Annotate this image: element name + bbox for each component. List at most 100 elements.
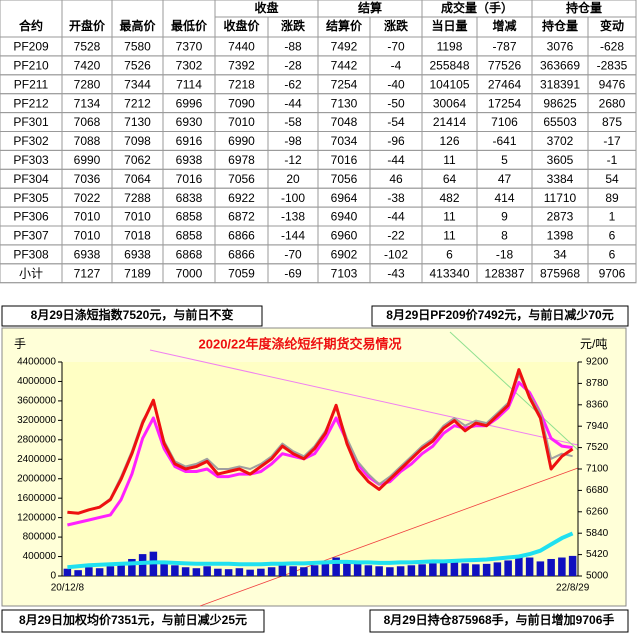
volume-bar	[482, 563, 491, 576]
cell-text: 7526	[124, 59, 151, 73]
cell-text: 7056	[228, 172, 255, 186]
cell-text: -88	[284, 40, 302, 54]
volume-bar	[74, 570, 82, 576]
y2-tick-label: 7520	[586, 442, 609, 453]
note: 8月29日涤短指数7520元，与前日不变	[31, 307, 234, 322]
volume-bar	[418, 564, 426, 576]
trend-line	[199, 467, 579, 607]
cell-text: 6990	[228, 134, 255, 148]
cell-text: 77526	[488, 59, 522, 73]
cell-text: -96	[387, 134, 405, 148]
column-header: 最高价	[119, 18, 156, 33]
cell-text: 7022	[74, 191, 101, 205]
volume-bar	[450, 561, 459, 576]
cell-text: PF212	[13, 96, 49, 110]
cell-text: 7068	[74, 115, 101, 129]
volume-bar	[138, 554, 147, 576]
y2-tick-label: 6260	[586, 506, 609, 517]
cell-text: 7302	[176, 59, 203, 73]
cell-text: 6	[609, 229, 616, 243]
cell-text: 7212	[124, 96, 151, 110]
volume-bar	[332, 557, 340, 576]
volume-bar	[343, 562, 351, 576]
note-box	[369, 609, 629, 633]
volume-bar	[181, 567, 190, 576]
cell-text: -22	[387, 229, 405, 243]
cell-text: 7036	[74, 172, 101, 186]
y-tick-label: 4000000	[17, 376, 56, 387]
cell-text: 7010	[74, 210, 101, 224]
cell-text: -628	[600, 40, 624, 54]
cell-text: 小计	[19, 266, 43, 280]
volume-bar	[558, 557, 566, 576]
cell-text: 6838	[176, 191, 203, 205]
cell-text: 7420	[74, 59, 101, 73]
cell-text: 6872	[228, 210, 255, 224]
cell-text: 34	[553, 248, 567, 262]
cell-text: 7127	[74, 266, 101, 280]
cell-text: 7130	[124, 115, 151, 129]
volume-bar	[278, 565, 287, 576]
volume-bar	[117, 563, 125, 576]
note: 8月29日持仓875968手，与前日增加9706手	[384, 612, 615, 627]
cell-text: 7056	[331, 172, 358, 186]
volume-bar	[171, 565, 179, 576]
cell-text: -58	[284, 115, 302, 129]
cell-text: 6	[446, 248, 453, 262]
cell-text: 7130	[331, 96, 358, 110]
cell-text: -70	[387, 40, 405, 54]
cell-text: 6964	[331, 191, 358, 205]
cell	[587, 263, 637, 284]
cell-text: 6996	[176, 96, 203, 110]
cell-text: 413340	[429, 266, 469, 280]
chart-title: 2020/22年度涤纶短纤期货交易情况	[199, 336, 402, 351]
cell-text: 5	[501, 153, 508, 167]
cell-text: -40	[387, 77, 405, 91]
volume-bar	[246, 569, 254, 576]
volume-bar	[267, 567, 276, 576]
column-header: 涨跌	[281, 18, 306, 33]
y2-tick-label: 8360	[586, 399, 609, 410]
cell-text: 7344	[124, 77, 151, 91]
cell-text: 9	[501, 210, 508, 224]
cell-text: 54	[605, 172, 619, 186]
cell-text: 65503	[543, 115, 577, 129]
cell-text: 7189	[124, 266, 151, 280]
cell-text: 875	[602, 115, 622, 129]
y2-tick-label: 7940	[586, 421, 609, 432]
cell-text: PF301	[13, 115, 49, 129]
cell-text: 17254	[488, 96, 522, 110]
cell-text: -18	[496, 248, 514, 262]
cell-text: 7288	[124, 191, 151, 205]
cell-text: 6922	[228, 191, 255, 205]
cell-text: 7103	[331, 266, 358, 280]
cell-text: -138	[281, 210, 305, 224]
cell-text: 27464	[488, 77, 522, 91]
cell-text: 1398	[547, 229, 574, 243]
cell-text: 47	[498, 172, 512, 186]
cell-text: -44	[387, 153, 405, 167]
cell-text: 3384	[547, 172, 574, 186]
volume-bar	[106, 566, 115, 576]
volume-bar	[515, 555, 523, 576]
cell-text: PF209	[13, 40, 49, 54]
cell-text: 7000	[176, 266, 203, 280]
volume-bar	[386, 567, 394, 576]
y2-tick-label: 5420	[586, 549, 609, 560]
cell-text: PF304	[13, 172, 49, 186]
cell-text: 7059	[228, 266, 255, 280]
cell-text: 7018	[124, 229, 151, 243]
cell-text: 11	[443, 153, 456, 167]
volume-bar	[214, 568, 222, 576]
cell-text: -12	[284, 153, 302, 167]
series-line	[67, 531, 574, 570]
cell-text: 6902	[331, 248, 358, 262]
cell-text: 1198	[437, 40, 463, 54]
cell-text: 7090	[228, 96, 255, 110]
volume-bar	[375, 566, 383, 576]
volume-bar	[364, 565, 373, 576]
volume-bar	[472, 564, 480, 576]
cell-text: PF302	[13, 134, 49, 148]
volume-bar	[429, 563, 437, 576]
cell-text: -50	[387, 96, 405, 110]
